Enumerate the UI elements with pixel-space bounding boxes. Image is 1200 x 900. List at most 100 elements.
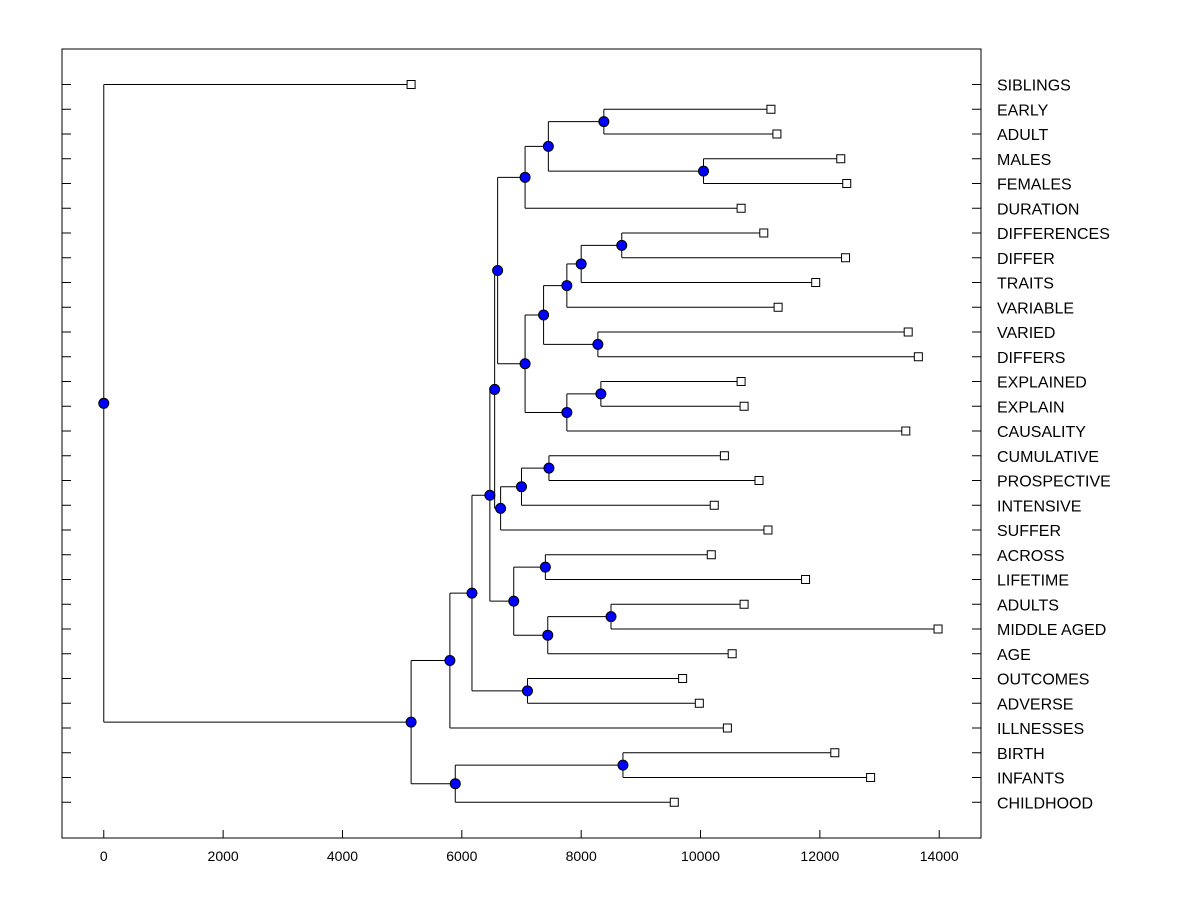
leaf-label-explain: EXPLAIN [997,399,1065,416]
merge-node-markers [98,116,710,790]
leaf-label-differs: DIFFERS [997,350,1065,367]
leaf-label-lifetime: LIFETIME [997,573,1069,590]
leaf-marker-adults [739,599,749,609]
x-tick-label-0: 0 [100,848,108,864]
merge-node-m6 [575,258,587,270]
leaf-label-prospective: PROSPECTIVE [997,474,1111,491]
merge-node-m22 [484,489,496,501]
leaf-label-early: EARLY [997,102,1049,119]
leaf-marker-suffer [763,525,773,535]
leaf-marker-illnesses [722,723,732,733]
plot-frame [61,48,982,839]
leaf-marker-causality [901,426,911,436]
leaf-label-varied: VARIED [997,325,1055,342]
x-tick-labels: 0 2000 4000 6000 8000 10000 12000 14000 [100,848,959,864]
leaf-marker-females [842,179,852,188]
leaf-label-traits: TRAITS [997,276,1054,293]
axis-ticks [62,84,981,838]
leaf-label-females: FEMALES [997,177,1072,194]
merge-node-m14 [543,462,555,474]
x-tick-label-14000: 14000 [920,848,959,864]
merge-node-m10 [595,388,607,400]
merge-node-m15 [516,481,527,493]
leaf-marker-adverse [694,698,704,708]
merge-node-m16 [495,502,507,514]
merge-node-m25 [444,655,456,667]
leaf-label-explained: EXPLAINED [997,375,1087,392]
leaf-label-cumulative: CUMULATIVE [997,449,1099,466]
leaf-label-differ: DIFFER [997,251,1055,268]
merge-node-m27 [449,778,461,790]
leaf-marker-traits [811,278,821,287]
leaf-label-siblings: SIBLINGS [997,78,1071,95]
leaf-marker-variable [773,302,783,312]
leaf-label-differences: DIFFERENCES [997,226,1110,243]
merge-node-m9 [538,309,550,321]
leaf-markers [406,80,943,807]
leaf-marker-duration [736,203,746,213]
leaf-marker-infants [866,773,876,782]
leaf-label-adverse: ADVERSE [997,696,1073,713]
leaf-label-across: ACROSS [997,548,1065,565]
leaf-marker-siblings [406,80,416,89]
merge-node-m23 [521,685,533,697]
merge-node-m21 [508,595,520,607]
leaf-label-adults: ADULTS [997,597,1059,614]
leaf-label-suffer: SUFFER [997,523,1061,540]
leaf-marker-birth [830,748,840,758]
leaf-label-outcomes: OUTCOMES [997,672,1089,689]
x-tick-label-10000: 10000 [681,848,720,864]
merge-node-m1 [598,116,610,128]
leaf-label-age: AGE [997,647,1031,664]
merge-node-m4 [519,171,531,183]
merge-node-m29 [98,397,110,409]
merge-node-m12 [519,358,531,370]
leaf-marker-differences [759,228,769,238]
x-tick-label-8000: 8000 [566,848,597,864]
x-tick-label-6000: 6000 [446,848,477,864]
merge-node-m5 [616,239,628,251]
leaf-labels: SIBLINGS EARLY ADULT MALES FEMALES DURATION DI… [997,78,1111,813]
merge-node-m7 [561,280,573,292]
leaf-marker-lifetime [801,575,811,584]
leaf-marker-explain [739,401,749,411]
merge-node-m3 [542,140,554,152]
leaf-label-males: MALES [997,152,1051,169]
merge-node-m8 [592,338,604,350]
leaf-marker-explained [736,377,746,386]
leaf-label-adult: ADULT [997,127,1048,144]
leaf-label-variable: VARIABLE [997,300,1074,317]
leaf-label-middle-aged: MIDDLE AGED [997,622,1106,639]
leaf-marker-differ [841,253,851,263]
merge-node-m24 [466,587,478,599]
x-tick-label-12000: 12000 [800,848,839,864]
leaf-marker-across [706,550,716,560]
merge-node-m19 [605,611,617,623]
x-tick-label-4000: 4000 [327,848,358,864]
merge-node-m18 [539,561,551,573]
merge-node-m28 [405,716,417,728]
leaf-label-childhood: CHILDHOOD [997,795,1093,812]
leaf-label-intensive: INTENSIVE [997,498,1081,515]
leaf-label-duration: DURATION [997,201,1079,218]
leaf-label-infants: INFANTS [997,771,1065,788]
leaf-label-illnesses: ILLNESSES [997,721,1084,738]
merge-node-m26 [617,759,629,771]
leaf-marker-differs [913,352,923,362]
leaf-marker-middle-aged [933,624,943,634]
merge-node-m17 [489,383,501,395]
merge-node-m13 [492,265,504,277]
leaf-marker-males [836,154,846,164]
dendrogram-branches [103,84,939,803]
merge-node-m20 [542,629,554,641]
leaf-marker-cumulative [719,451,729,461]
leaf-marker-intensive [709,500,719,510]
merge-node-m11 [561,406,573,418]
leaf-marker-adult [772,129,782,139]
leaf-marker-age [727,649,737,659]
leaf-marker-early [766,104,776,114]
leaf-label-birth: BIRTH [997,746,1045,763]
leaf-marker-childhood [669,797,679,807]
leaf-label-causality: CAUSALITY [997,424,1086,441]
